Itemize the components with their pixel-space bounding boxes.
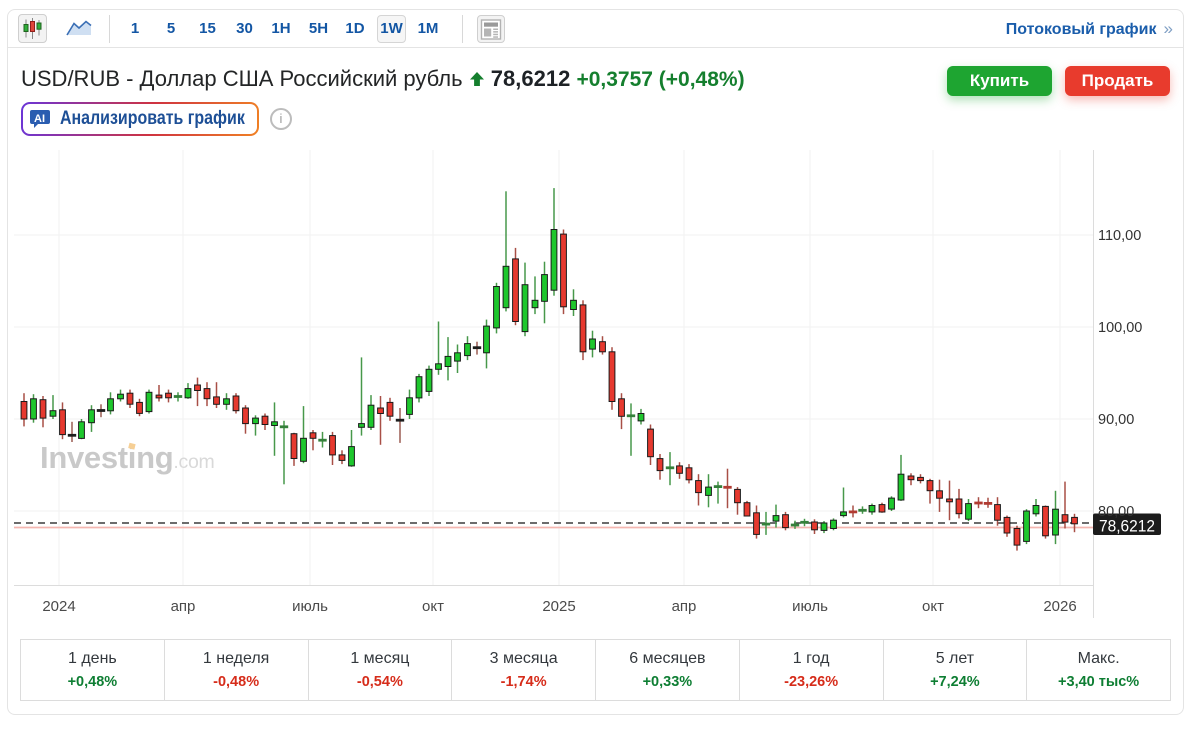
svg-text:апр: апр xyxy=(672,598,697,615)
svg-text:80,00: 80,00 xyxy=(1098,504,1134,520)
svg-text:Investing.com: Investing.com xyxy=(40,440,214,475)
svg-text:окт: окт xyxy=(422,598,444,615)
svg-text:2024: 2024 xyxy=(42,598,75,615)
svg-text:июль: июль xyxy=(292,598,328,615)
svg-text:110,00: 110,00 xyxy=(1098,228,1141,244)
svg-text:AI: AI xyxy=(34,113,45,125)
svg-text:апр: апр xyxy=(171,598,196,615)
svg-text:июль: июль xyxy=(792,598,828,615)
svg-text:2025: 2025 xyxy=(542,598,575,615)
svg-text:2026: 2026 xyxy=(1043,598,1076,615)
svg-text:78,6212: 78,6212 xyxy=(1099,518,1155,536)
svg-text:90,00: 90,00 xyxy=(1098,412,1134,428)
svg-text:окт: окт xyxy=(922,598,944,615)
svg-text:100,00: 100,00 xyxy=(1098,320,1142,336)
